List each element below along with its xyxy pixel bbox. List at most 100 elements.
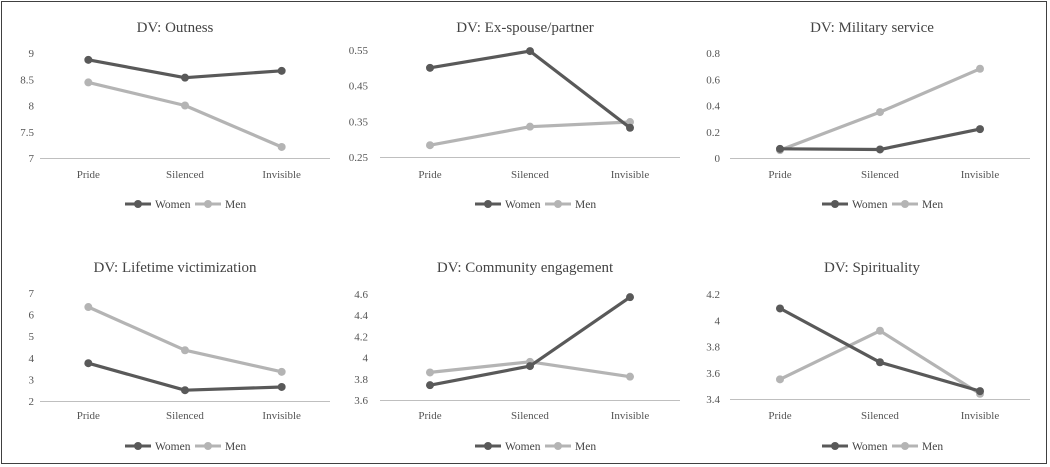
- y-tick-label: 4: [715, 315, 721, 327]
- x-category-label: Invisible: [961, 410, 1000, 422]
- legend-marker-women: [134, 200, 142, 208]
- legend-marker-men: [554, 200, 562, 208]
- y-tick-label: 8.5: [20, 74, 34, 86]
- x-category-label: Invisible: [611, 410, 650, 422]
- legend-marker-men: [554, 442, 562, 450]
- legend-label-women: Women: [852, 199, 888, 211]
- data-point-women: [976, 387, 984, 396]
- legend-label-men: Men: [225, 199, 246, 211]
- x-category-label: Silenced: [861, 169, 899, 181]
- legend-label-women: Women: [155, 441, 191, 453]
- chart-title: DV: Ex-spouse/partner: [456, 20, 594, 36]
- y-tick-label: 0.35: [349, 116, 369, 128]
- data-point-men: [776, 375, 784, 384]
- data-point-women: [626, 293, 634, 302]
- data-point-women: [84, 55, 93, 64]
- data-point-men: [181, 346, 189, 355]
- chart-panel-1: DV: Outness 7 7.5 8 8.5 9 Pride Silenced Invisib…: [20, 20, 330, 211]
- data-point-women: [776, 144, 784, 153]
- y-tick-label: 4.2: [354, 331, 368, 343]
- y-tick-label: 7.5: [20, 127, 34, 139]
- y-tick-label: 0.55: [349, 45, 369, 57]
- data-point-men: [626, 118, 634, 127]
- chart-panel-4: DV: Lifetime victimization 2 3 4 5 6 7 Pride Sil…: [29, 260, 330, 453]
- data-point-women: [526, 47, 534, 56]
- data-point-women: [876, 145, 884, 154]
- y-tick-label: 0.25: [349, 152, 369, 164]
- x-category-label: Pride: [77, 410, 100, 422]
- chart-title: DV: Outness: [137, 20, 214, 36]
- data-point-women: [426, 63, 434, 72]
- legend-marker-men: [901, 200, 909, 208]
- chart-title: DV: Military service: [810, 20, 934, 36]
- legend: Women Men: [125, 199, 246, 211]
- y-tick-label: 4.4: [354, 310, 368, 322]
- y-tick-label: 3.8: [354, 374, 368, 386]
- series-line-men: [86, 305, 284, 374]
- x-category-label: Silenced: [511, 410, 549, 422]
- x-category-label: Pride: [418, 410, 441, 422]
- legend: Women Men: [475, 199, 596, 211]
- legend-marker-women: [831, 442, 839, 450]
- legend-label-men: Men: [922, 441, 943, 453]
- x-category-label: Pride: [77, 169, 100, 181]
- data-point-women: [277, 66, 286, 75]
- x-category-label: Silenced: [511, 169, 549, 181]
- x-category-label: Invisible: [611, 169, 650, 181]
- y-tick-label: 3.6: [354, 395, 368, 407]
- y-tick-label: 0.4: [706, 101, 720, 113]
- y-tick-label: 4: [29, 353, 35, 365]
- legend: Women Men: [475, 441, 596, 453]
- x-category-label: Silenced: [166, 169, 204, 181]
- x-category-label: Invisible: [262, 410, 301, 422]
- y-tick-label: 7: [29, 153, 35, 165]
- legend-marker-women: [484, 442, 492, 450]
- x-category-label: Pride: [418, 169, 441, 181]
- y-tick-label: 3.8: [706, 342, 720, 354]
- legend-label-women: Women: [155, 199, 191, 211]
- y-tick-label: 0.6: [706, 74, 720, 86]
- data-point-men: [84, 78, 93, 87]
- chart-panel-6: DV: Spirituality 3.4 3.6 3.8 4 4.2 Pride Silenc…: [706, 260, 1030, 453]
- data-point-women: [181, 386, 189, 395]
- data-point-men: [277, 367, 286, 376]
- legend-label-women: Women: [505, 441, 541, 453]
- data-point-women: [976, 125, 984, 134]
- data-point-men: [626, 372, 634, 381]
- y-tick-label: 5: [29, 331, 35, 343]
- y-tick-label: 4: [363, 353, 369, 365]
- data-point-men: [876, 326, 884, 335]
- y-tick-label: 3: [29, 374, 35, 386]
- legend-label-men: Men: [575, 441, 596, 453]
- x-category-label: Pride: [768, 410, 791, 422]
- x-category-label: Pride: [768, 169, 791, 181]
- data-point-men: [84, 303, 93, 312]
- legend-label-men: Men: [225, 441, 246, 453]
- legend-marker-men: [901, 442, 909, 450]
- data-point-men: [181, 101, 189, 110]
- y-tick-label: 3.6: [706, 368, 720, 380]
- chart-panel-2: DV: Ex-spouse/partner 0.25 0.35 0.45 0.55 Pri…: [349, 20, 680, 211]
- data-point-women: [876, 358, 884, 367]
- y-tick-label: 0: [715, 153, 721, 165]
- data-point-women: [277, 382, 286, 391]
- legend-marker-women: [484, 200, 492, 208]
- legend-label-men: Men: [922, 199, 943, 211]
- data-point-women: [626, 123, 634, 132]
- x-category-label: Silenced: [861, 410, 899, 422]
- series-line-women: [86, 361, 284, 392]
- chart-title: DV: Spirituality: [824, 260, 920, 276]
- legend-marker-women: [134, 442, 142, 450]
- chart-title: DV: Lifetime victimization: [93, 260, 257, 276]
- y-tick-label: 8: [29, 101, 35, 113]
- y-tick-label: 0.45: [349, 81, 369, 93]
- chart-title: DV: Community engagement: [437, 260, 614, 276]
- data-point-women: [181, 73, 189, 82]
- y-tick-label: 4.2: [706, 289, 720, 301]
- series-line-women: [428, 49, 632, 130]
- y-tick-label: 7: [29, 288, 35, 300]
- legend-label-women: Women: [852, 441, 888, 453]
- x-category-label: Invisible: [961, 169, 1000, 181]
- data-point-men: [277, 142, 286, 151]
